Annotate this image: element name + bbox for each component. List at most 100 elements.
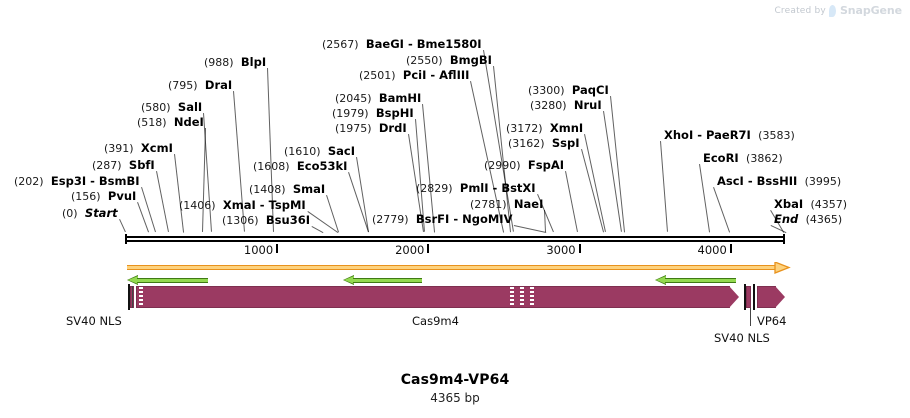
primer-arrowhead: [344, 276, 354, 284]
restriction-site-label[interactable]: (202) Esp3I - BsmBI: [14, 174, 140, 188]
orf-track[interactable]: [0, 262, 910, 274]
restriction-site-labels: (0) Start (156) PvuI (202) Esp3I - BsmBI (2…: [14, 37, 847, 233]
site-enzyme-name: Bme1580I: [416, 37, 482, 51]
restriction-site-label[interactable]: (3162) SspI: [508, 137, 580, 150]
ruler-tick: [729, 244, 732, 253]
restriction-site-label[interactable]: (156) PvuI: [71, 190, 136, 203]
primer-arrow[interactable]: [127, 275, 208, 285]
restriction-site-label[interactable]: EcoRI (3862): [703, 152, 783, 165]
ruler-start-cap: [125, 234, 127, 244]
feature-label: Cas9m4: [412, 314, 459, 328]
restriction-site-label[interactable]: (795) DraI: [168, 79, 232, 92]
feature-arrowhead: [729, 286, 739, 308]
restriction-site-label[interactable]: (1306) Bsu36I: [222, 214, 310, 227]
restriction-site-label[interactable]: (1608) Eco53kI: [253, 160, 347, 173]
restriction-site-label[interactable]: (287) SbfI: [92, 159, 155, 172]
site-position: (202): [14, 175, 44, 188]
site-enzyme-name: BlpI: [240, 55, 267, 69]
restriction-site-label[interactable]: (2829) PmlI - BstXI: [416, 181, 536, 195]
feature-sv40-nls[interactable]: [746, 286, 751, 308]
site-enzyme-name: PaeR7I: [706, 128, 751, 142]
restriction-site-label[interactable]: (1979) BspHI: [332, 107, 414, 120]
site-position: (391): [104, 142, 134, 155]
site-position: (3162): [508, 137, 545, 150]
site-position: (518): [137, 116, 167, 129]
site-enzyme-name: PmlI: [459, 181, 489, 195]
restriction-site-label[interactable]: (1408) SmaI: [249, 183, 325, 196]
site-position: (1610): [284, 145, 321, 158]
feature-cas9m4[interactable]: [136, 286, 739, 308]
sequence-ruler: 1000 2000 3000 4000: [0, 232, 910, 264]
map-title-block: Cas9m4-VP64 4365 bp: [0, 372, 910, 405]
restriction-site-label[interactable]: (391) XcmI: [104, 142, 173, 155]
restriction-site-label[interactable]: (2501) PciI - AflIII: [359, 68, 470, 82]
site-position: (1406): [179, 199, 216, 212]
primer-shaft: [353, 278, 422, 283]
restriction-site-label[interactable]: (3172) XmnI: [506, 122, 583, 135]
feature-hatch-band: [510, 287, 514, 307]
site-position: (2829): [416, 182, 453, 195]
site-enzyme-name: Start: [84, 206, 118, 220]
primer-arrow[interactable]: [343, 275, 422, 285]
restriction-site-label[interactable]: End (4365): [774, 213, 842, 226]
site-position: (2567): [322, 38, 359, 51]
feature-hatch-band: [139, 287, 143, 307]
restriction-site-label[interactable]: (3280) NruI: [530, 99, 602, 112]
site-leader-line: [584, 134, 606, 233]
sequence-length: 4365 bp: [430, 391, 480, 405]
feature-body: [136, 286, 730, 308]
site-position: (3280): [530, 99, 567, 112]
primer-arrow[interactable]: [655, 275, 736, 285]
site-position: (795): [168, 79, 198, 92]
restriction-site-label[interactable]: (2781) NaeI: [470, 198, 543, 211]
restriction-site-label[interactable]: (580) SalI: [141, 101, 202, 114]
site-enzyme-name: TspMI: [268, 198, 306, 212]
restriction-site-label[interactable]: (2990) FspAI: [484, 159, 564, 172]
site-position: (2550): [406, 54, 443, 67]
primer-shaft: [137, 278, 208, 283]
site-enzyme-name: PaqCI: [571, 83, 609, 97]
feature-body: [757, 286, 776, 308]
site-enzyme-name: NaeI: [513, 197, 544, 211]
orf-arrow-head: [774, 262, 791, 274]
feature-separator: [744, 284, 746, 310]
restriction-site-label[interactable]: AscI - BssHII (3995): [717, 174, 842, 188]
restriction-site-label[interactable]: (1406) XmaI - TspMI: [179, 198, 306, 212]
restriction-site-label[interactable]: XbaI (4357): [774, 198, 847, 211]
restriction-site-label[interactable]: (2045) BamHI: [335, 92, 421, 105]
site-enzyme-name: DrdI: [378, 121, 407, 135]
site-enzyme-name: SacI: [327, 144, 356, 158]
watermark-prefix: Created by: [774, 5, 826, 16]
restriction-site-label[interactable]: (2779) BsrFI - NgoMIV: [372, 212, 513, 226]
restriction-site-label[interactable]: (3300) PaqCI: [528, 84, 609, 97]
feature-track: [0, 284, 910, 316]
site-enzyme-name: AscI: [717, 174, 744, 188]
feature-connector: [132, 286, 133, 308]
site-enzyme-name: SspI: [551, 136, 580, 150]
ruler-tick: [578, 244, 581, 253]
primer-arrowhead: [656, 276, 666, 284]
restriction-site-label[interactable]: (2550) BmgBI: [406, 54, 492, 67]
restriction-site-label[interactable]: (518) NdeI: [137, 116, 204, 129]
site-enzyme-name: Bsu36I: [265, 213, 310, 227]
site-position: (156): [71, 190, 101, 203]
site-leader-line: [565, 171, 578, 233]
restriction-site-label[interactable]: XhoI - PaeR7I (3583): [664, 128, 795, 142]
restriction-site-label[interactable]: (988) BlpI: [204, 56, 266, 69]
site-position: (4357): [810, 198, 848, 211]
feature-hatch-band: [530, 287, 534, 307]
site-position: (988): [204, 56, 234, 69]
site-leader-line: [581, 149, 604, 233]
feature-vp64[interactable]: [757, 286, 785, 308]
site-enzyme-name: BmgBI: [449, 53, 492, 67]
restriction-site-label[interactable]: (2567) BaeGI - Bme1580I: [322, 37, 482, 51]
restriction-site-label[interactable]: (1975) DrdI: [335, 122, 407, 135]
site-enzyme-name: Eco53kI: [296, 159, 348, 173]
restriction-site-label[interactable]: (1610) SacI: [284, 145, 355, 158]
feature-label: VP64: [757, 314, 787, 328]
site-position: (287): [92, 159, 122, 172]
feature-hatch-band: [520, 287, 524, 307]
restriction-site-label[interactable]: (0) Start: [62, 207, 118, 220]
site-enzyme-name: AflIII: [439, 68, 470, 82]
site-enzyme-name: BamHI: [378, 91, 422, 105]
